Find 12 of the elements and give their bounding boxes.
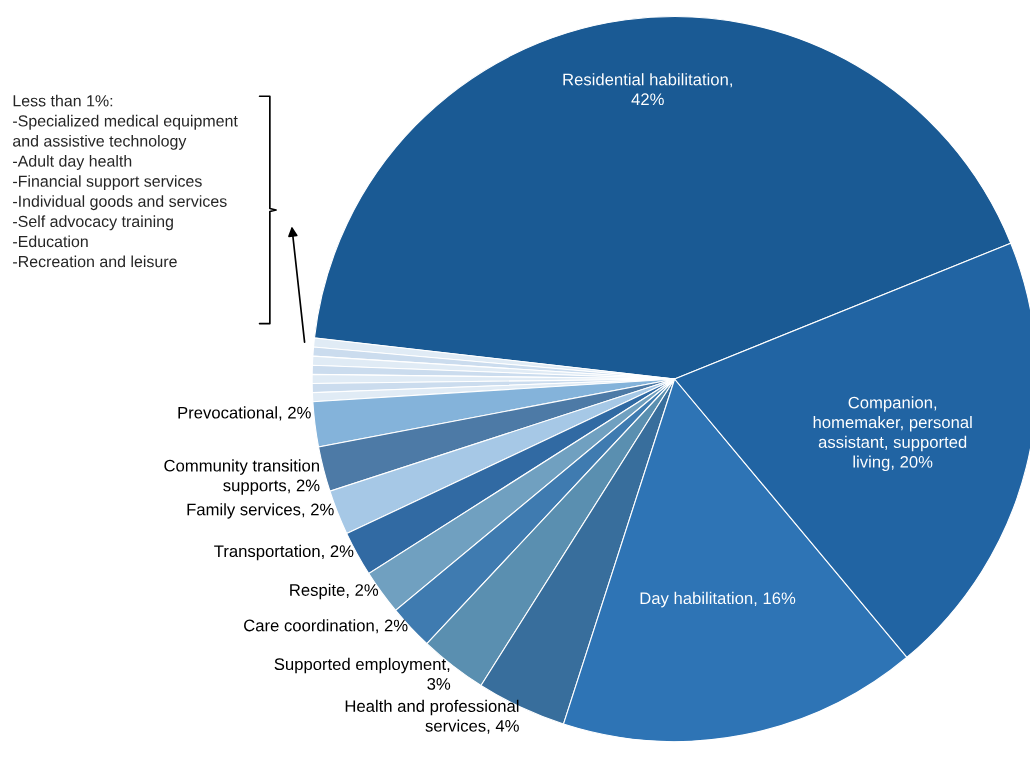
slice-label: Residential habilitation, 42% <box>563 73 732 106</box>
slice-label: Companion, homemaker, personal assistant, supported living, 20% <box>813 396 972 472</box>
slice-label: Day habilitation, 16% <box>640 591 796 608</box>
text: Less than 1%: -Specialized medical equipment and assistive technology -Adult day health -Financial support services -Individual goods and services -Self advocacy training -Education -Recreation and leisure <box>13 94 238 268</box>
slice-label: Community transition supports, 2% <box>164 459 320 495</box>
slice-label: Respite, 2% <box>290 583 379 600</box>
slice-label: Family services, 2% <box>187 503 334 519</box>
slice-label: Care coordination, 2% <box>244 619 408 634</box>
slice-label: Supported employment, 3% <box>274 657 451 690</box>
slice-label: Transportation, 2% <box>214 544 354 561</box>
slice-label: Health and professional services, 4% <box>345 699 519 734</box>
slice-label: Prevocational, 2% <box>178 406 311 421</box>
